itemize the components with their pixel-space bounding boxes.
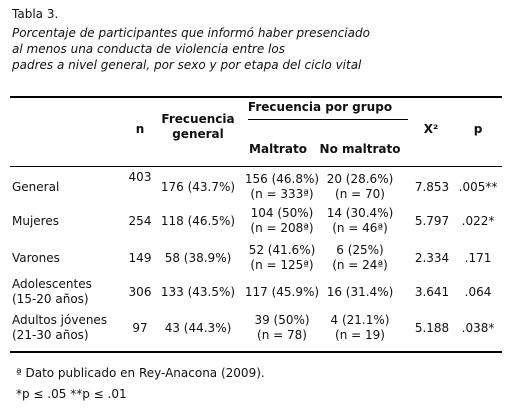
cell-general: 58 (38.9%) bbox=[164, 250, 232, 265]
cell-x2: 2.334 bbox=[414, 250, 450, 265]
cell-no-maltrato: (n = 19) bbox=[335, 328, 385, 342]
title-line: al menos una conducta de violencia entre… bbox=[12, 42, 285, 56]
cell-general: 43 (44.3%) bbox=[164, 320, 232, 335]
cell-general: 133 (43.5%) bbox=[160, 284, 236, 299]
cell-maltrato: (n = 333ª) bbox=[250, 187, 314, 201]
row-label: General bbox=[12, 179, 60, 194]
cell-x2: 3.641 bbox=[414, 284, 450, 299]
header-n: n bbox=[135, 122, 145, 136]
cell-x2: 7.853 bbox=[414, 179, 450, 194]
title-line: Porcentaje de participantes que informó … bbox=[12, 26, 370, 40]
row-label: Adultos jóvenes bbox=[12, 313, 108, 327]
cell-n: 403 bbox=[128, 170, 152, 184]
cell-n: 306 bbox=[128, 284, 152, 299]
cell-maltrato: 117 (45.9%) bbox=[244, 284, 320, 299]
cell-p: .171 bbox=[464, 250, 492, 265]
cell-no-maltrato: 14 (30.4%) bbox=[326, 206, 394, 220]
header-general: general bbox=[172, 127, 224, 141]
bottom-rule bbox=[10, 351, 502, 353]
header-x2: X² bbox=[423, 122, 439, 136]
row-label: Mujeres bbox=[12, 213, 59, 228]
cell-no-maltrato: (n = 70) bbox=[335, 187, 385, 201]
cell-maltrato: 39 (50%) bbox=[254, 313, 310, 327]
title-line: padres a nivel general, por sexo y por e… bbox=[12, 58, 362, 72]
row-label: Varones bbox=[12, 250, 60, 265]
header-group: Frecuencia por grupo bbox=[247, 100, 393, 114]
cell-no-maltrato: 6 (25%) bbox=[336, 243, 384, 257]
cell-no-maltrato: 20 (28.6%) bbox=[326, 172, 394, 186]
cell-n: 254 bbox=[128, 213, 152, 228]
cell-maltrato: 104 (50%) bbox=[250, 206, 314, 220]
cell-p: .064 bbox=[464, 284, 492, 299]
cell-no-maltrato: 4 (21.1%) bbox=[330, 313, 390, 327]
header-p: p bbox=[473, 122, 483, 136]
cell-no-maltrato: (n = 24ª) bbox=[332, 258, 388, 272]
cell-maltrato: (n = 125ª) bbox=[250, 258, 314, 272]
cell-no-maltrato: 16 (31.4%) bbox=[326, 284, 394, 299]
cell-p: .022* bbox=[461, 213, 495, 228]
cell-n: 149 bbox=[128, 250, 152, 265]
cell-maltrato: 52 (41.6%) bbox=[248, 243, 316, 257]
cell-maltrato: (n = 78) bbox=[257, 328, 307, 342]
cell-x2: 5.188 bbox=[414, 320, 450, 335]
cell-general: 118 (46.5%) bbox=[160, 213, 236, 228]
cell-no-maltrato: (n = 46ª) bbox=[332, 221, 388, 235]
group-rule bbox=[248, 119, 408, 120]
header-maltrato: Maltrato bbox=[249, 142, 307, 156]
header-rule bbox=[10, 166, 502, 167]
footnote: ª Dato publicado en Rey-Anacona (2009). bbox=[16, 366, 265, 380]
cell-maltrato: 156 (46.8%) bbox=[244, 172, 320, 186]
header-no-maltrato: No maltrato bbox=[319, 142, 401, 156]
row-label: (15-20 años) bbox=[12, 292, 89, 306]
header-general: Frecuencia bbox=[161, 112, 235, 126]
cell-general: 176 (43.7%) bbox=[160, 179, 236, 194]
top-rule bbox=[10, 96, 502, 98]
cell-p: .005** bbox=[458, 179, 498, 194]
footnote: *p ≤ .05 **p ≤ .01 bbox=[16, 387, 127, 401]
row-label: Adolescentes bbox=[12, 277, 92, 291]
cell-maltrato: (n = 208ª) bbox=[250, 221, 314, 235]
cell-x2: 5.797 bbox=[414, 213, 450, 228]
row-label: (21-30 años) bbox=[12, 328, 89, 342]
cell-n: 97 bbox=[132, 320, 148, 335]
cell-p: .038* bbox=[461, 320, 495, 335]
table-label: Tabla 3. bbox=[12, 7, 59, 21]
